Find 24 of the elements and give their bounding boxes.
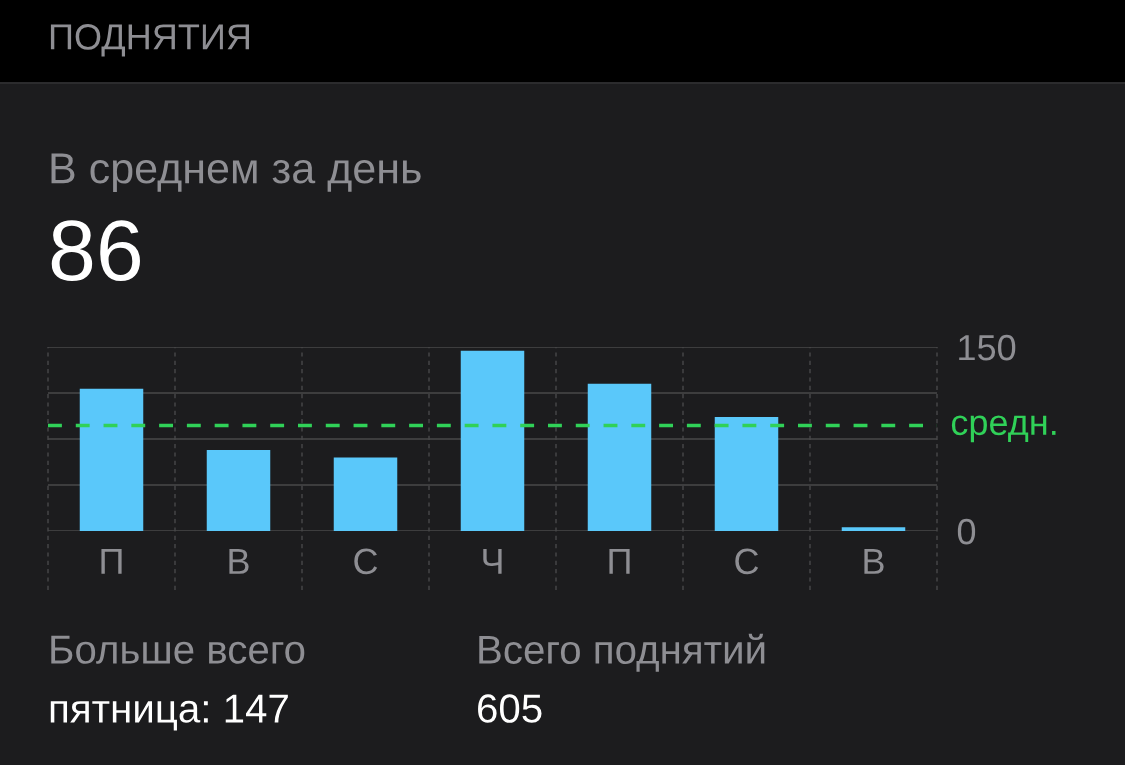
x-tick-label: В <box>229 548 249 574</box>
bar <box>79 388 144 531</box>
chart-title: ПОДНЯТИЯ <box>50 24 249 57</box>
text: 605 <box>478 694 542 723</box>
bar <box>714 416 779 531</box>
ref-line-label: средн. <box>951 415 1056 443</box>
x-tick-label: С <box>354 548 378 575</box>
x-tick-label: Ч <box>483 548 502 574</box>
text: Больше всего <box>51 635 305 664</box>
bar <box>206 450 271 531</box>
text: 86 <box>51 220 140 282</box>
x-tick-label: П <box>101 548 122 574</box>
chart-subtitle: В среднем за день <box>51 153 421 193</box>
bar <box>460 350 525 531</box>
x-tick-label: П <box>609 548 630 574</box>
text: Всего поднятий <box>479 633 765 672</box>
x-tick-label: С <box>735 548 759 575</box>
x-tick-label: В <box>864 548 884 574</box>
text: пятница: 147 <box>50 694 288 731</box>
bar <box>841 527 906 531</box>
y-tick-label: 150 <box>959 334 1016 361</box>
y-tick-label: 0 <box>957 518 976 545</box>
bar <box>587 383 652 531</box>
bar <box>333 457 398 531</box>
